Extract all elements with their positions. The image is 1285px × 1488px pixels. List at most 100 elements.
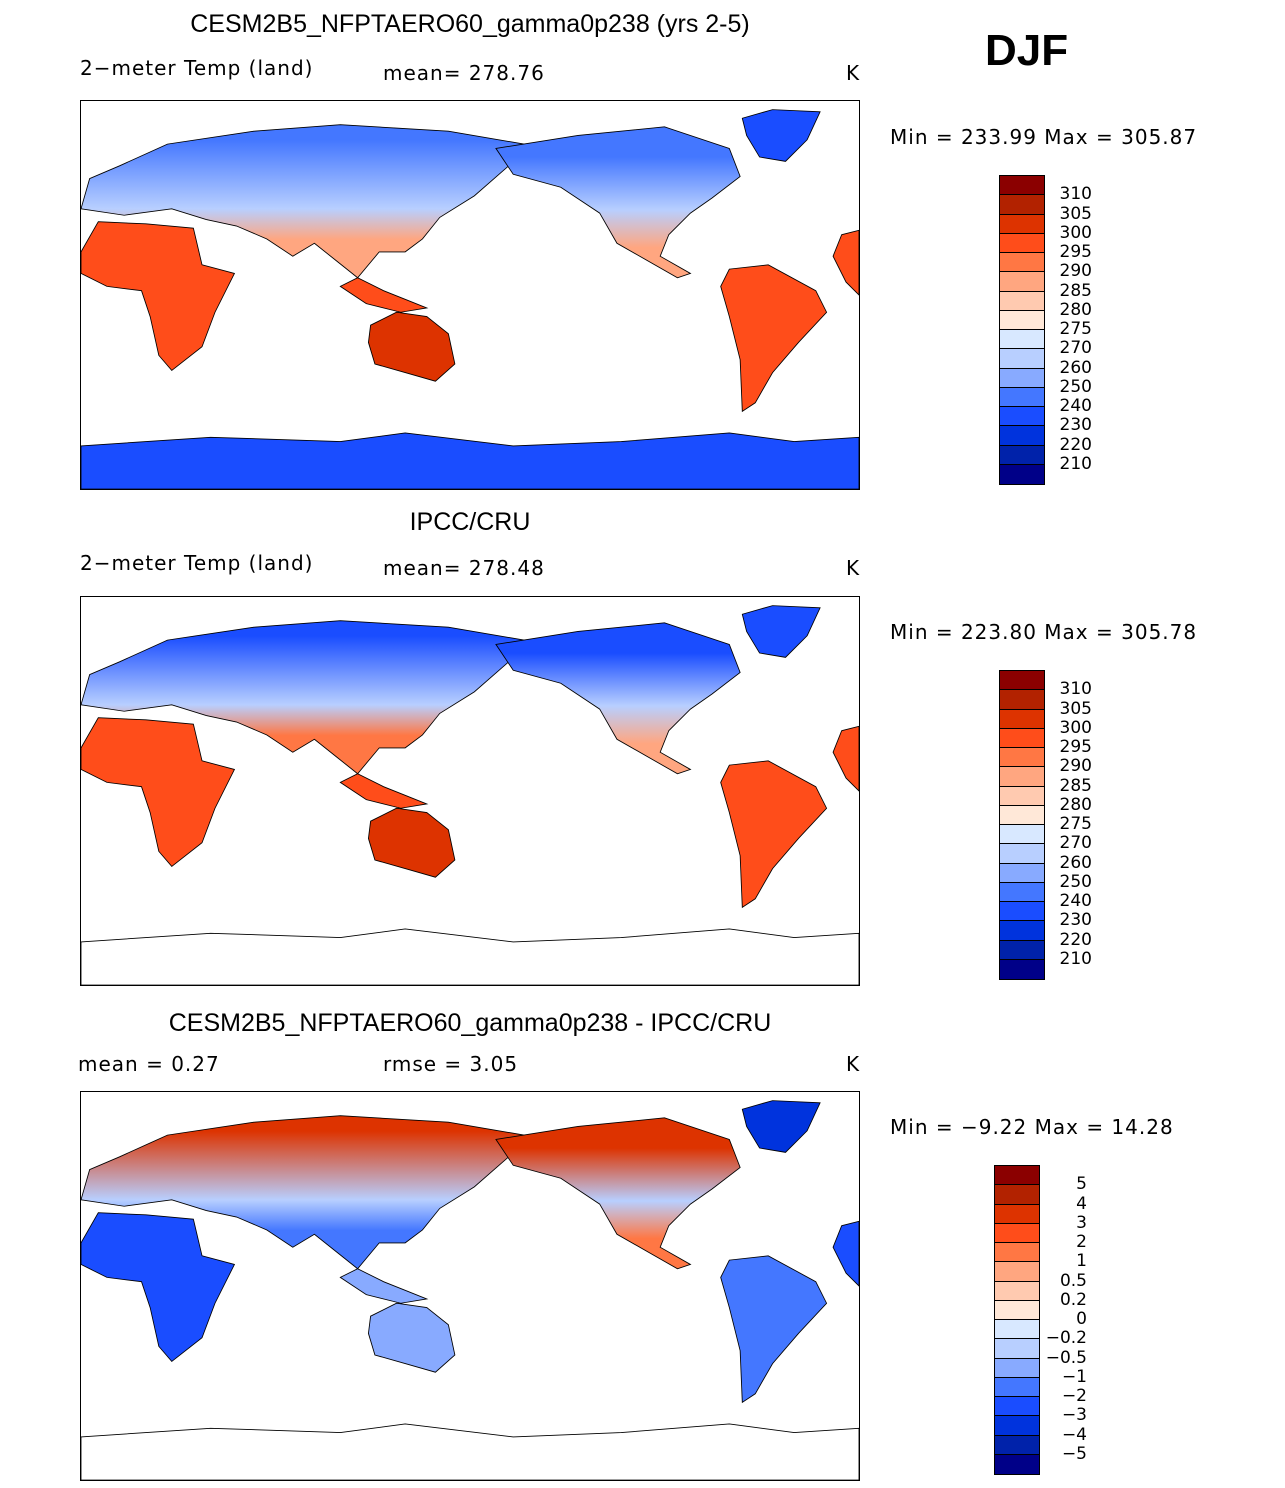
colorbar-swatch xyxy=(1000,387,1044,407)
colorbar-swatch xyxy=(1000,464,1044,484)
land-region-africa xyxy=(81,1212,236,1363)
colorbar-tick-label: 290 xyxy=(1059,261,1092,282)
land-region-seasia xyxy=(339,277,429,313)
land-region-africa xyxy=(81,717,236,868)
colorbar-swatch xyxy=(1000,407,1044,427)
colorbar-tick-label: 240 xyxy=(1059,396,1092,416)
land-region-eurasia xyxy=(81,124,525,279)
colorbar-swatch xyxy=(1000,921,1044,941)
colorbar-swatch xyxy=(1000,291,1044,311)
land-region-greenland xyxy=(741,1100,821,1153)
colorbar-swatch xyxy=(995,1416,1039,1436)
land-region-australia xyxy=(367,807,456,878)
colorbar-tick-label: −4 xyxy=(1061,1424,1087,1445)
land-region-namerica xyxy=(495,126,741,279)
colorbar-swatch xyxy=(1000,767,1044,787)
colorbar-tick-label: 230 xyxy=(1059,910,1092,931)
colorbar-tick-label: 210 xyxy=(1059,453,1092,474)
land-region-africa2 xyxy=(832,725,859,792)
colorbar-swatch xyxy=(995,1358,1039,1378)
colorbar-tick-label: 295 xyxy=(1059,737,1092,757)
colorbar-tick-label: 280 xyxy=(1059,794,1092,815)
colorbar-swatch xyxy=(1000,844,1044,864)
panel3-minmax: Min = −9.22 Max = 14.28 xyxy=(890,1115,1174,1139)
land-region-antarctica xyxy=(81,928,859,985)
colorbar-tick-label: 3 xyxy=(1076,1212,1087,1233)
colorbar-tick-label: 230 xyxy=(1059,415,1092,436)
colorbar-swatch xyxy=(1000,426,1044,446)
season-label: DJF xyxy=(985,26,1069,75)
colorbar-tick-label: 305 xyxy=(1059,698,1092,719)
colorbar-tick-label: 210 xyxy=(1059,948,1092,969)
land-region-eurasia xyxy=(81,1115,525,1270)
land-region-antarctica xyxy=(81,1423,859,1480)
colorbar-swatch xyxy=(1000,825,1044,845)
panel3-rmse: rmse = 3.05 xyxy=(383,1052,519,1076)
colorbar-tick-label: 295 xyxy=(1059,242,1092,262)
land-region-antarctica xyxy=(81,432,859,489)
panel2-colorbar xyxy=(999,670,1045,980)
land-region-australia xyxy=(367,1302,456,1373)
colorbar-tick-label: 285 xyxy=(1059,775,1092,796)
panel1-units: K xyxy=(846,61,861,85)
colorbar-swatch xyxy=(1000,445,1044,465)
panel1-minmax: Min = 233.99 Max = 305.87 xyxy=(890,125,1198,149)
colorbar-swatch xyxy=(995,1185,1039,1205)
panel1-map xyxy=(80,100,860,490)
colorbar-swatch xyxy=(995,1243,1039,1263)
colorbar-tick-label: 310 xyxy=(1059,679,1092,700)
land-region-greenland xyxy=(741,605,821,658)
colorbar-swatch xyxy=(1000,330,1044,350)
colorbar-tick-label: 250 xyxy=(1059,871,1092,892)
colorbar-tick-label: 285 xyxy=(1059,280,1092,301)
colorbar-tick-label: 250 xyxy=(1059,376,1092,397)
colorbar-swatch xyxy=(995,1397,1039,1417)
panel2-map xyxy=(80,596,860,986)
colorbar-swatch xyxy=(995,1204,1039,1224)
colorbar-tick-label: 290 xyxy=(1059,756,1092,777)
land-region-namerica xyxy=(495,1117,741,1270)
colorbar-swatch xyxy=(1000,233,1044,253)
colorbar-swatch xyxy=(995,1339,1039,1359)
colorbar-swatch xyxy=(1000,349,1044,369)
panel1-variable-label: 2−meter Temp (land) xyxy=(80,56,314,80)
colorbar-tick-label: 0.2 xyxy=(1059,1289,1087,1310)
colorbar-tick-label: −0.5 xyxy=(1045,1347,1087,1368)
panel1-colorbar xyxy=(999,175,1045,485)
colorbar-swatch xyxy=(1000,882,1044,902)
colorbar-tick-label: 270 xyxy=(1059,338,1092,359)
colorbar-tick-label: 0 xyxy=(1076,1309,1087,1329)
land-region-africa2 xyxy=(832,229,859,296)
colorbar-swatch xyxy=(1000,253,1044,273)
colorbar-tick-label: 270 xyxy=(1059,833,1092,854)
land-region-greenland xyxy=(741,109,821,162)
land-region-samerica xyxy=(720,264,828,413)
land-region-seasia xyxy=(339,1268,429,1304)
colorbar-swatch xyxy=(995,1262,1039,1282)
colorbar-swatch xyxy=(1000,176,1044,196)
colorbar-swatch xyxy=(1000,690,1044,710)
land-region-seasia xyxy=(339,773,429,809)
colorbar-tick-label: 310 xyxy=(1059,184,1092,205)
colorbar-tick-label: 1 xyxy=(1076,1251,1087,1272)
land-region-australia xyxy=(367,311,456,382)
panel2-title: IPCC/CRU xyxy=(409,508,531,536)
colorbar-swatch xyxy=(995,1320,1039,1340)
land-region-africa xyxy=(81,221,236,372)
colorbar-swatch xyxy=(1000,902,1044,922)
land-region-africa2 xyxy=(832,1220,859,1287)
colorbar-swatch xyxy=(1000,863,1044,883)
colorbar-swatch xyxy=(995,1166,1039,1186)
colorbar-swatch xyxy=(1000,805,1044,825)
colorbar-swatch xyxy=(1000,748,1044,768)
colorbar-swatch xyxy=(1000,940,1044,960)
panel3-title: CESM2B5_NFPTAERO60_gamma0p238 - IPCC/CRU xyxy=(168,1009,772,1037)
colorbar-swatch xyxy=(995,1300,1039,1320)
colorbar-swatch xyxy=(1000,272,1044,292)
panel3-units: K xyxy=(846,1052,861,1076)
panel1-title: CESM2B5_NFPTAERO60_gamma0p238 (yrs 2-5) xyxy=(190,10,750,38)
land-region-samerica xyxy=(720,1255,828,1404)
colorbar-tick-label: 300 xyxy=(1059,717,1092,738)
colorbar-tick-label: −5 xyxy=(1061,1443,1087,1464)
